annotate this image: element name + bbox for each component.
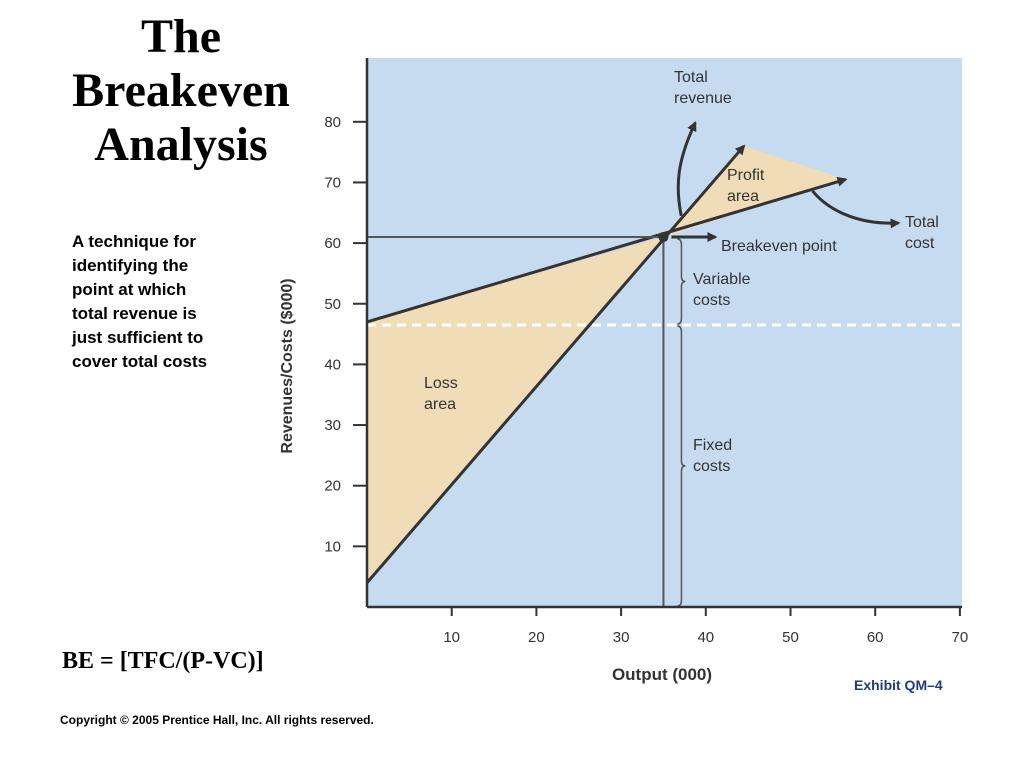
loss-area-label: Loss area — [424, 375, 458, 413]
variable-costs-label: Variable costs — [693, 271, 751, 309]
breakeven-point-marker — [658, 232, 669, 243]
total-cost-label: Total cost — [905, 214, 939, 252]
x-tick-label: 40 — [697, 629, 714, 646]
total-revenue-label: Total revenue — [674, 69, 732, 107]
total-cost-line — [366, 176, 848, 324]
profit-area-label: Profit area — [727, 167, 765, 205]
y-axis-ticks: 10 20 30 40 50 60 70 80 — [324, 114, 367, 555]
x-tick-label: 20 — [528, 629, 545, 646]
variable-costs-bracket — [677, 238, 686, 325]
y-tick-label: 70 — [324, 174, 341, 191]
x-tick-label: 70 — [952, 629, 969, 646]
y-tick-label: 60 — [324, 235, 341, 252]
x-axis-label: Output (000) — [612, 665, 712, 684]
total-revenue-label-arrow — [676, 121, 697, 217]
y-axis-label: Revenues/Costs ($000) — [279, 278, 296, 453]
copyright-text: Copyright © 2005 Prentice Hall, Inc. All… — [60, 713, 374, 727]
total-cost-label-arrow — [811, 189, 901, 229]
exhibit-label: Exhibit QM–4 — [854, 677, 943, 693]
y-tick-label: 40 — [324, 356, 341, 373]
breakeven-formula: BE = [TFC/(P-VC)] — [62, 648, 264, 674]
y-tick-label: 30 — [324, 417, 341, 434]
fixed-costs-bracket — [677, 325, 686, 607]
x-axis-ticks: 10 20 30 40 50 60 70 — [443, 607, 968, 646]
y-tick-label: 10 — [324, 538, 341, 555]
breakeven-point-label: Breakeven point — [721, 238, 837, 255]
profit-area-fill — [663, 146, 846, 238]
y-tick-label: 50 — [324, 296, 341, 313]
y-tick-label: 20 — [324, 478, 341, 495]
slide-title: The Breakeven Analysis — [72, 10, 290, 171]
fixed-costs-label: Fixed costs — [693, 437, 732, 475]
total-revenue-line — [365, 144, 746, 584]
y-tick-label: 80 — [324, 114, 341, 131]
x-tick-label: 30 — [613, 629, 630, 646]
x-tick-label: 50 — [782, 629, 799, 646]
x-tick-label: 60 — [867, 629, 884, 646]
x-tick-label: 10 — [443, 629, 460, 646]
chart-annotations: Total revenue Profit area Total cost Breakeven… — [424, 69, 939, 475]
definition-text: A technique for identifying the point at… — [72, 232, 208, 371]
